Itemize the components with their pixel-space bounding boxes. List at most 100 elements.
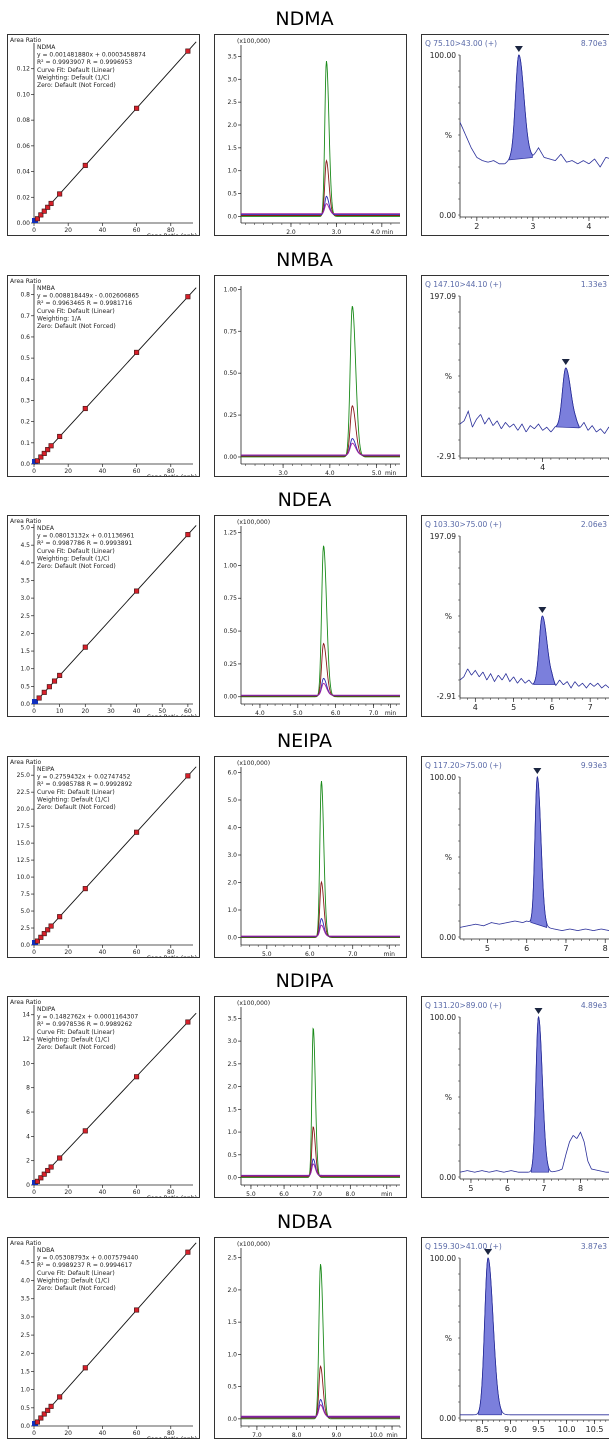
y-tick-label: 4.0 bbox=[20, 1277, 30, 1284]
y-tick-label: 10 bbox=[22, 1060, 30, 1067]
x-tick-label: 60 bbox=[133, 1189, 141, 1196]
x-tick-label: 2 bbox=[474, 222, 479, 231]
y-axis-label: Area Ratio bbox=[10, 759, 41, 766]
y-tick-label: 3.0 bbox=[20, 1313, 30, 1320]
y-min-label: -2.91 bbox=[437, 452, 457, 461]
curve-info-line: y = 0.1482762x + 0.0001164307 bbox=[37, 1014, 138, 1021]
peak-apex-marker bbox=[533, 767, 542, 774]
y-tick-label: 0.00 bbox=[224, 453, 238, 460]
curve-info-line: Zero: Default (Not Forced) bbox=[37, 1285, 116, 1292]
x-tick-label: 60 bbox=[133, 1430, 141, 1437]
curve-info-line: Zero: Default (Not Forced) bbox=[37, 323, 116, 330]
calibration-point bbox=[185, 772, 191, 778]
calibration-curve-chart: Area Ratio 0.0 0.5 1.0 1.5 2.0 2.5 3.0 3.5 4.0 4.5… bbox=[10, 518, 197, 721]
y-tick-label: 0.02 bbox=[17, 194, 31, 201]
curve-info-line: R² = 0.9993907 R = 0.9996953 bbox=[37, 59, 132, 66]
section-title: NDEA bbox=[277, 489, 332, 511]
y-tick-label: 0.8 bbox=[20, 291, 30, 298]
chromatogram-panel: (x100,000) 0.0 0.5 1.0 1.5 2.0 2.5 3.0 3.5 2.0 3.0… bbox=[214, 34, 407, 236]
calibration-point bbox=[38, 212, 44, 218]
x-tick-label: 5 bbox=[511, 703, 516, 712]
percent-label: % bbox=[445, 372, 452, 381]
curve-info-line: Weighting: Default (1/C) bbox=[37, 796, 110, 803]
y-tick-label: 12.5 bbox=[17, 857, 31, 864]
calibration-point bbox=[41, 1410, 47, 1417]
x-tick-label: 6 bbox=[505, 1184, 510, 1193]
y-tick-label: 2.0 bbox=[227, 122, 237, 129]
x-tick-label: 8 bbox=[603, 944, 608, 953]
calibration-point bbox=[45, 1407, 51, 1413]
x-tick-label: min bbox=[385, 470, 397, 476]
ion-chromatogram-panel: Q 131.20>89.00 (+) 4.89e3 100.00 0.00% 5 6 7 8 bbox=[421, 996, 609, 1198]
calibration-point bbox=[57, 913, 63, 919]
chromatogram-trace bbox=[241, 203, 400, 215]
calibration-curve-panel: Area Ratio 0 2 4 6 8 10 12 14 0 20 40 60 80Conc.Ratio… bbox=[7, 996, 200, 1202]
y-tick-label: 0.75 bbox=[224, 595, 238, 602]
x-axis-label: Conc.Ratio (ppb) bbox=[147, 474, 197, 476]
y-tick-label: 1.0 bbox=[227, 1129, 237, 1136]
y-tick-label: 6.0 bbox=[227, 769, 237, 776]
y-max-label: 197.09 bbox=[430, 292, 456, 301]
calibration-point bbox=[41, 930, 47, 936]
y-tick-label: 3.0 bbox=[227, 852, 237, 859]
y-tick-label: 12 bbox=[22, 1036, 30, 1043]
calibration-point bbox=[82, 644, 88, 650]
curve-info-line: Curve Fit: Default (Linear) bbox=[37, 67, 115, 74]
curve-info-line: Curve Fit: Default (Linear) bbox=[37, 1029, 115, 1036]
curve-info-line: R² = 0.9989237 R = 0.9994617 bbox=[37, 1262, 132, 1269]
chromatogram-chart: 0.00 0.25 0.50 0.75 1.00 3.0 4.0 5.0 min bbox=[224, 285, 400, 477]
x-tick-label: 5.0 bbox=[372, 470, 382, 476]
chromatogram-trace bbox=[241, 305, 400, 457]
y-min-label: 0.00 bbox=[439, 1414, 456, 1423]
y-tick-label: 8 bbox=[26, 1085, 30, 1092]
intensity-label: 3.87e3 bbox=[581, 1242, 607, 1251]
peak-apex-marker bbox=[534, 1008, 543, 1014]
x-tick-label: 20 bbox=[64, 227, 72, 234]
y-tick-label: 0.25 bbox=[224, 412, 238, 419]
y-tick-label: 0.06 bbox=[17, 143, 31, 150]
scale-label: (x100,000) bbox=[237, 760, 270, 767]
curve-info-line: Weighting: Default (1/C) bbox=[37, 1277, 110, 1284]
y-tick-label: 0.00 bbox=[224, 694, 238, 701]
x-tick-label: 20 bbox=[64, 468, 72, 475]
curve-info-line: Zero: Default (Not Forced) bbox=[37, 82, 116, 89]
x-tick-label: 60 bbox=[133, 468, 141, 475]
calibration-curve-chart: Area Ratio 0 2 4 6 8 10 12 14 0 20 40 60 80Conc.Ratio… bbox=[10, 999, 197, 1202]
x-tick-label: 9.0 bbox=[504, 1425, 517, 1434]
calibration-point bbox=[36, 695, 42, 701]
y-tick-label: 5.0 bbox=[20, 525, 30, 532]
x-tick-label: 7 bbox=[541, 1184, 546, 1193]
chromatogram-panel: (x100,000) 0.0 0.5 1.0 1.5 2.0 2.5 3.0 3.5 5.0 6.0… bbox=[214, 996, 407, 1198]
x-axis-label: Conc.Ratio (ppb) bbox=[147, 1436, 197, 1438]
y-tick-label: 2.5 bbox=[227, 1061, 237, 1068]
x-tick-label: 7.0 bbox=[312, 1191, 322, 1197]
y-tick-label: 4.5 bbox=[20, 542, 30, 549]
chromatogram-trace bbox=[241, 1163, 400, 1176]
integrated-peak-area bbox=[533, 615, 555, 685]
calibration-curve-panel: Area Ratio 0.0 0.5 1.0 1.5 2.0 2.5 3.0 3.5 4.0 4.5… bbox=[7, 1236, 200, 1443]
y-tick-label: 0.0 bbox=[20, 942, 30, 949]
y-tick-label: 0.0 bbox=[227, 1175, 237, 1182]
calibration-point bbox=[48, 442, 54, 448]
transition-label: Q 75.10>43.00 (+) bbox=[425, 39, 497, 48]
x-tick-label: min bbox=[385, 710, 397, 716]
curve-info-line: y = 0.008818449x - 0.002606865 bbox=[37, 292, 139, 299]
curve-info-line: Weighting: Default (1/C) bbox=[37, 1036, 110, 1043]
percent-label: % bbox=[445, 612, 452, 621]
y-tick-label: 0.04 bbox=[17, 169, 31, 176]
y-tick-label: 1.00 bbox=[224, 286, 238, 293]
x-tick-label: 4.0 bbox=[325, 470, 335, 476]
x-tick-label: min bbox=[384, 951, 396, 957]
calibration-point bbox=[41, 450, 47, 456]
section-title: NEIPA bbox=[276, 729, 333, 752]
ion-trace bbox=[459, 1015, 609, 1173]
calibration-point bbox=[34, 457, 40, 463]
chromatogram-trace bbox=[241, 159, 400, 216]
y-min-label: 0.00 bbox=[439, 211, 456, 220]
y-tick-label: 0.1 bbox=[20, 439, 30, 446]
y-tick-label: 14 bbox=[22, 1012, 30, 1019]
x-axis-label: Conc.Ratio (ppb) bbox=[147, 955, 197, 957]
curve-info-line: NDEA bbox=[37, 525, 55, 532]
chromatogram-trace bbox=[241, 437, 400, 456]
y-tick-label: 25.0 bbox=[17, 772, 31, 779]
